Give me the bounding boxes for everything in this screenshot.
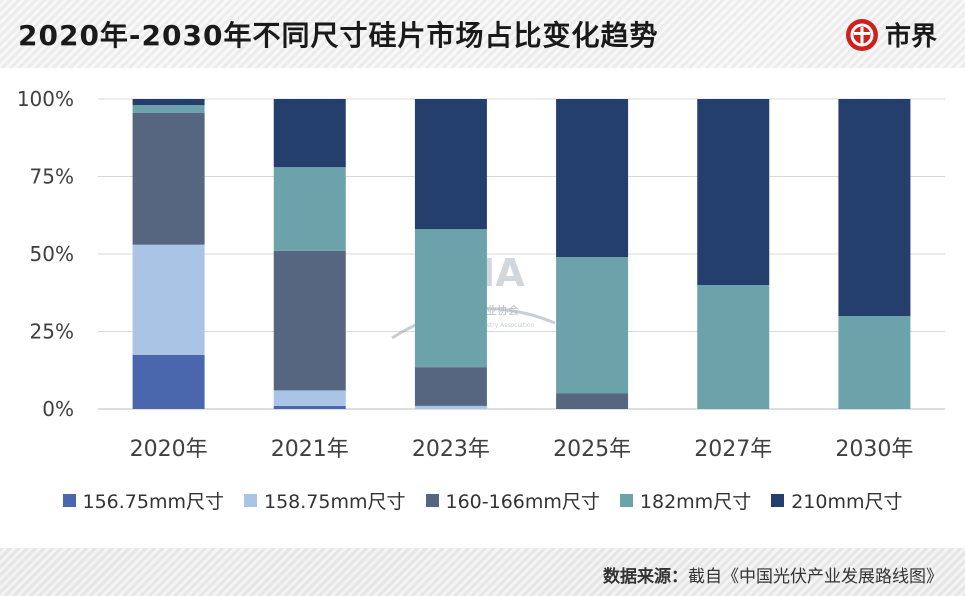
bar-segment: [556, 393, 629, 409]
y-tick-label: 100%: [17, 87, 74, 111]
data-source: 数据来源：截自《中国光伏产业发展路线图》: [603, 562, 943, 587]
bar-segment: [556, 99, 629, 258]
bar-segment: [273, 99, 346, 168]
y-axis-ticks: 0% 25% 50% 75% 100%: [17, 87, 74, 421]
chart-title: 2020年-2030年不同尺寸硅片市场占比变化趋势: [18, 19, 659, 52]
x-tick-label: 2020年: [130, 437, 208, 462]
stacked-bar-chart: CPIA 中国光伏行业协会 China Photovoltaic Industr…: [17, 87, 945, 462]
legend-label: 160-166mm尺寸: [445, 490, 600, 513]
x-tick-label: 2023年: [412, 437, 490, 462]
bar-segment: [556, 257, 629, 394]
x-tick-label: 2025年: [553, 437, 631, 462]
y-tick-label: 25%: [30, 320, 74, 344]
legend-item: 160-166mm尺寸: [425, 487, 600, 514]
legend-label: 210mm尺寸: [791, 490, 903, 513]
bar-segment: [697, 99, 770, 285]
x-tick-label: 2027年: [694, 437, 772, 462]
footer-bar: 数据来源：截自《中国光伏产业发展路线图》: [0, 548, 965, 596]
bar-segment: [697, 285, 770, 409]
header-bar: 2020年-2030年不同尺寸硅片市场占比变化趋势 市界: [0, 0, 965, 68]
brand-name: 市界: [884, 22, 937, 52]
bar-segment: [273, 167, 346, 251]
bar-segment: [838, 99, 911, 316]
bar-segment: [132, 244, 205, 355]
bar-segment: [414, 229, 487, 368]
bar-segment: [132, 354, 205, 409]
bar-segment: [132, 99, 205, 106]
y-tick-label: 0%: [42, 397, 74, 421]
data-source-text: 截自《中国光伏产业发展路线图》: [688, 567, 943, 587]
legend-swatch: [771, 493, 785, 507]
x-tick-label: 2021年: [271, 437, 349, 462]
legend-item: 158.75mm尺寸: [244, 487, 406, 514]
y-tick-label: 50%: [30, 242, 74, 266]
bar-segment: [273, 250, 346, 391]
legend-swatch: [425, 493, 439, 507]
bar-segment: [414, 367, 487, 406]
brand-icon: [845, 18, 878, 51]
legend-swatch: [619, 493, 633, 507]
bar-segment: [273, 405, 346, 409]
brand-logo: 市界: [845, 16, 937, 53]
legend-swatch: [62, 493, 76, 507]
bar-segment: [838, 316, 911, 409]
legend: 156.75mm尺寸 158.75mm尺寸 160-166mm尺寸 182mm尺寸 21…: [0, 482, 965, 518]
bar-segment: [414, 405, 487, 409]
bars: [132, 99, 911, 409]
legend-label: 156.75mm尺寸: [82, 490, 225, 513]
bar-segment: [132, 112, 205, 245]
x-axis-ticks: 2020年 2021年 2023年 2025年 2027年 2030年: [130, 437, 914, 462]
legend-swatch: [244, 493, 257, 507]
bar-segment: [414, 99, 487, 230]
grid-lines: [98, 98, 945, 410]
y-tick-label: 75%: [30, 165, 74, 189]
bar-segment: [273, 390, 346, 406]
data-source-label: 数据来源：: [603, 567, 688, 587]
legend-item: 210mm尺寸: [771, 487, 903, 514]
legend-item: 156.75mm尺寸: [62, 487, 225, 514]
legend-label: 182mm尺寸: [639, 490, 752, 513]
legend-item: 182mm尺寸: [619, 487, 752, 514]
legend-label: 158.75mm尺寸: [264, 490, 406, 513]
x-tick-label: 2030年: [835, 437, 913, 462]
bar-segment: [132, 105, 205, 113]
